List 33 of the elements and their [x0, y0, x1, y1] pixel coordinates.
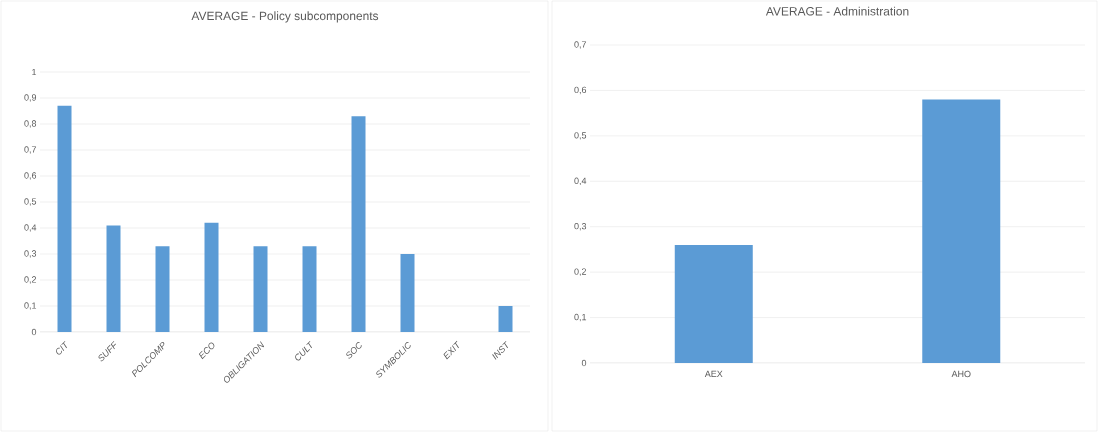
- y-tick-label: 0,7: [24, 146, 37, 154]
- bar: [351, 116, 366, 332]
- chart-title: AVERAGE - Administration: [765, 6, 909, 16]
- y-tick-label: 0,2: [24, 276, 37, 284]
- y-tick-label: 1: [32, 68, 37, 76]
- bar: [155, 246, 170, 332]
- bar: [498, 306, 513, 332]
- bar: [106, 225, 121, 332]
- y-tick-label: 0: [581, 359, 587, 367]
- y-tick-label: 0,6: [574, 86, 587, 95]
- bar: [253, 246, 268, 332]
- y-tick-label: 0,4: [24, 224, 37, 232]
- y-tick-label: 0,5: [24, 198, 37, 206]
- y-tick-label: 0,2: [574, 268, 587, 276]
- x-tick-label: AEX: [704, 370, 723, 377]
- y-tick-label: 0,8: [24, 120, 37, 128]
- bar: [302, 246, 317, 332]
- y-tick-label: 0,7: [574, 41, 587, 49]
- y-tick-label: 0,5: [574, 132, 587, 140]
- y-tick-label: 0,9: [24, 94, 37, 102]
- y-tick-label: 0: [31, 328, 37, 336]
- x-tick-label: AHO: [951, 370, 971, 378]
- x-tick-label: CIT: [56, 340, 67, 355]
- y-tick-label: 0,6: [24, 172, 37, 180]
- y-tick-label: 0,3: [24, 250, 37, 258]
- y-tick-label: 0,3: [574, 223, 587, 231]
- y-tick-label: 0,4: [574, 177, 587, 185]
- y-tick-label: 0,1: [574, 313, 587, 322]
- chart-title: AVERAGE - Policy subcomponents: [191, 11, 379, 23]
- y-tick-label: 0,1: [24, 302, 37, 310]
- bar: [204, 222, 219, 332]
- bar: [57, 105, 72, 332]
- bar: [400, 254, 415, 332]
